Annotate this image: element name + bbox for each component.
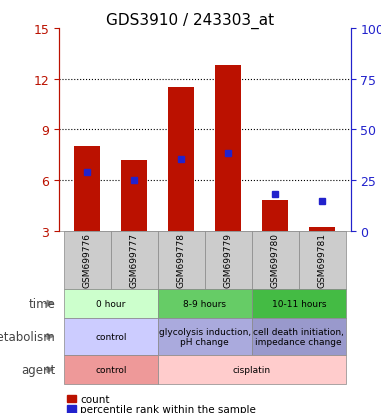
Text: percentile rank within the sample: percentile rank within the sample [80, 404, 256, 413]
Text: 10-11 hours: 10-11 hours [272, 299, 326, 308]
Bar [121, 160, 147, 231]
Bar [309, 228, 335, 231]
Text: metabolism: metabolism [0, 330, 55, 343]
Text: GDS3910 / 243303_at: GDS3910 / 243303_at [106, 12, 275, 28]
Text: 0 hour: 0 hour [96, 299, 125, 308]
Bar [263, 201, 288, 231]
Text: GSM699780: GSM699780 [271, 233, 280, 287]
Text: control: control [95, 365, 126, 374]
Bar [74, 147, 100, 231]
Text: 8-9 hours: 8-9 hours [183, 299, 226, 308]
Text: agent: agent [21, 363, 55, 376]
Text: GSM699779: GSM699779 [224, 233, 233, 287]
Text: glycolysis induction,
pH change: glycolysis induction, pH change [159, 327, 251, 346]
Text: control: control [95, 332, 126, 341]
Text: GSM699778: GSM699778 [177, 233, 186, 287]
Bar [215, 66, 241, 231]
Text: cell death initiation,
impedance change: cell death initiation, impedance change [253, 327, 344, 346]
Text: count: count [80, 394, 109, 404]
Text: GSM699776: GSM699776 [83, 233, 92, 287]
Bar [168, 88, 194, 231]
Text: GSM699777: GSM699777 [130, 233, 139, 287]
Text: GSM699781: GSM699781 [318, 233, 327, 287]
Text: cisplatin: cisplatin [233, 365, 271, 374]
Text: time: time [28, 297, 55, 310]
